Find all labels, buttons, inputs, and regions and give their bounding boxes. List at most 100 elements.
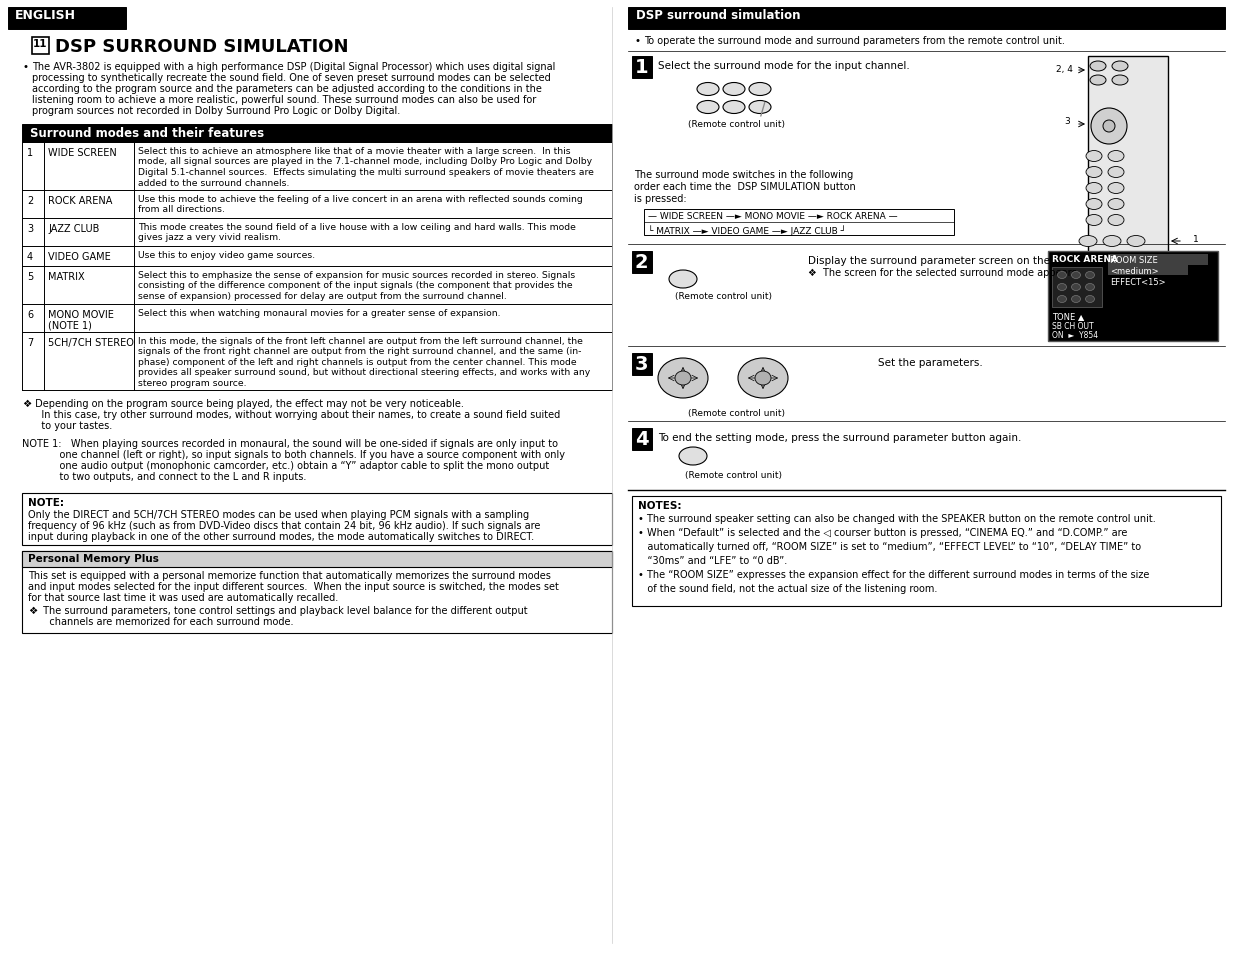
Ellipse shape (1086, 183, 1102, 194)
Text: for that source last time it was used are automatically recalled.: for that source last time it was used ar… (28, 593, 338, 602)
Text: 5: 5 (27, 272, 33, 282)
Text: <medium>: <medium> (1110, 267, 1159, 275)
Text: JAZZ CLUB: JAZZ CLUB (48, 224, 99, 233)
Ellipse shape (1086, 273, 1095, 279)
Text: /: / (760, 100, 766, 118)
Text: ON  ►  Y854: ON ► Y854 (1051, 331, 1098, 339)
Text: provides all speaker surround sound, but without directional steering effects, a: provides all speaker surround sound, but… (139, 368, 590, 377)
Ellipse shape (748, 84, 771, 96)
Text: to two outputs, and connect to the L and R inputs.: to two outputs, and connect to the L and… (22, 472, 307, 481)
Ellipse shape (1108, 168, 1124, 178)
Text: 1: 1 (27, 148, 33, 158)
Ellipse shape (1071, 296, 1080, 303)
Text: automatically turned off, “ROOM SIZE” is set to “medium”, “EFFECT LEVEL” to “10”: automatically turned off, “ROOM SIZE” is… (638, 541, 1141, 552)
Text: is pressed:: is pressed: (635, 193, 687, 204)
Ellipse shape (1086, 168, 1102, 178)
Text: In this case, try other surround modes, without worrying about their names, to c: In this case, try other surround modes, … (32, 410, 560, 419)
Ellipse shape (1058, 296, 1066, 303)
Text: program sources not recorded in Dolby Surround Pro Logic or Dolby Digital.: program sources not recorded in Dolby Su… (32, 106, 401, 116)
Text: processing to synthetically recreate the sound field. One of seven preset surrou: processing to synthetically recreate the… (32, 73, 550, 83)
Ellipse shape (1103, 121, 1115, 132)
Text: — WIDE SCREEN —► MONO MOVIE —► ROCK ARENA —: — WIDE SCREEN —► MONO MOVIE —► ROCK AREN… (648, 212, 898, 221)
Text: Personal Memory Plus: Personal Memory Plus (28, 554, 158, 563)
Bar (632, 429, 652, 451)
Text: Display the surround parameter screen on the monitor.: Display the surround parameter screen on… (808, 255, 1097, 266)
Text: This mode creates the sound field of a live house with a low ceiling and hard wa: This mode creates the sound field of a l… (139, 223, 576, 232)
Text: to your tastes.: to your tastes. (32, 420, 113, 431)
Text: DSP surround simulation: DSP surround simulation (636, 9, 800, 22)
Ellipse shape (679, 448, 708, 465)
Text: Select this to emphasize the sense of expansion for music sources recorded in st: Select this to emphasize the sense of ex… (139, 271, 575, 280)
Text: according to the program source and the parameters can be adjusted according to : according to the program source and the … (32, 84, 542, 94)
Text: NOTES:: NOTES: (638, 500, 682, 511)
Text: EFFECT<15>: EFFECT<15> (1110, 277, 1165, 287)
Text: 11: 11 (33, 39, 47, 49)
Text: └ MATRIX —► VIDEO GAME —► JAZZ CLUB ┘: └ MATRIX —► VIDEO GAME —► JAZZ CLUB ┘ (648, 225, 846, 235)
Text: sense of expansion) processed for delay are output from the surround channel.: sense of expansion) processed for delay … (139, 292, 507, 301)
Bar (632, 252, 652, 274)
Text: MATRIX: MATRIX (48, 272, 84, 282)
Text: ❖  The screen for the selected surround mode appears.: ❖ The screen for the selected surround m… (808, 268, 1080, 277)
Ellipse shape (748, 101, 771, 114)
Text: phase) component of the left and right channels is output from the center channe: phase) component of the left and right c… (139, 357, 576, 367)
Text: 2: 2 (635, 253, 648, 272)
Text: Use this mode to achieve the feeling of a live concert in an arena with reflecte: Use this mode to achieve the feeling of … (139, 194, 583, 204)
Text: The surround mode switches in the following: The surround mode switches in the follow… (635, 170, 854, 180)
Bar (1108, 266, 1188, 275)
Bar (7, 8, 126, 30)
Ellipse shape (1086, 199, 1102, 211)
Text: Set the parameters.: Set the parameters. (878, 357, 982, 368)
Bar (644, 210, 954, 235)
Ellipse shape (669, 271, 696, 289)
Text: Select the surround mode for the input channel.: Select the surround mode for the input c… (658, 61, 909, 71)
Ellipse shape (1090, 76, 1106, 86)
Text: added to the surround channels.: added to the surround channels. (139, 178, 289, 188)
Text: consisting of the difference component of the input signals (the component that : consisting of the difference component o… (139, 281, 573, 291)
Text: 2, 4: 2, 4 (1056, 65, 1072, 74)
Text: mode, all signal sources are played in the 7.1-channel mode, including Dolby Pro: mode, all signal sources are played in t… (139, 157, 593, 167)
Text: frequency of 96 kHz (such as from DVD-Video discs that contain 24 bit, 96 kHz au: frequency of 96 kHz (such as from DVD-Vi… (28, 520, 541, 531)
Text: To operate the surround mode and surround parameters from the remote control uni: To operate the surround mode and surroun… (644, 36, 1065, 46)
Text: one channel (left or right), so input signals to both channels. If you have a so: one channel (left or right), so input si… (22, 450, 565, 459)
Ellipse shape (1108, 215, 1124, 226)
Text: 7: 7 (27, 337, 33, 348)
Bar (1051, 268, 1102, 308)
Ellipse shape (1103, 236, 1121, 247)
Text: one audio output (monophonic camcorder, etc.) obtain a “Y” adaptor cable to spli: one audio output (monophonic camcorder, … (22, 460, 549, 471)
Text: NOTE:: NOTE: (28, 497, 64, 507)
Text: ❖: ❖ (22, 398, 31, 409)
Ellipse shape (1086, 296, 1095, 303)
Ellipse shape (1058, 284, 1066, 292)
Bar (632, 497, 1221, 606)
Ellipse shape (696, 101, 719, 114)
Ellipse shape (696, 84, 719, 96)
Text: MONO MOVIE: MONO MOVIE (48, 310, 114, 319)
Text: and input modes selected for the input different sources.  When the input source: and input modes selected for the input d… (28, 581, 559, 592)
Ellipse shape (755, 372, 771, 386)
Text: • The surround speaker setting can also be changed with the SPEAKER button on th: • The surround speaker setting can also … (638, 514, 1155, 523)
Text: (Remote control unit): (Remote control unit) (688, 409, 785, 417)
Ellipse shape (1108, 199, 1124, 211)
Text: 5CH/7CH STEREO: 5CH/7CH STEREO (48, 337, 134, 348)
Text: from all directions.: from all directions. (139, 205, 225, 214)
Bar (32, 38, 49, 55)
Text: Surround modes and their features: Surround modes and their features (30, 127, 265, 140)
Text: 3: 3 (635, 355, 648, 374)
Text: 1: 1 (1192, 234, 1199, 244)
Text: channels are memorized for each surround mode.: channels are memorized for each surround… (40, 617, 293, 626)
Text: 1: 1 (635, 58, 648, 77)
Text: order each time the  DSP SIMULATION button: order each time the DSP SIMULATION butto… (635, 182, 856, 192)
Text: ROCK ARENA: ROCK ARENA (48, 195, 113, 206)
Text: Select this when watching monaural movies for a greater sense of expansion.: Select this when watching monaural movie… (139, 309, 501, 317)
Ellipse shape (1112, 62, 1128, 71)
Text: signals of the front right channel are output from the right surround channel, a: signals of the front right channel are o… (139, 347, 581, 356)
Ellipse shape (658, 358, 708, 398)
Text: of the sound field, not the actual size of the listening room.: of the sound field, not the actual size … (638, 583, 938, 594)
Text: 3: 3 (27, 224, 33, 233)
Ellipse shape (1086, 152, 1102, 162)
Ellipse shape (1108, 183, 1124, 194)
Text: Use this to enjoy video game sources.: Use this to enjoy video game sources. (139, 251, 315, 260)
Text: To end the setting mode, press the surround parameter button again.: To end the setting mode, press the surro… (658, 433, 1022, 442)
Text: WIDE SCREEN: WIDE SCREEN (48, 148, 116, 158)
Text: stereo program source.: stereo program source. (139, 378, 246, 388)
